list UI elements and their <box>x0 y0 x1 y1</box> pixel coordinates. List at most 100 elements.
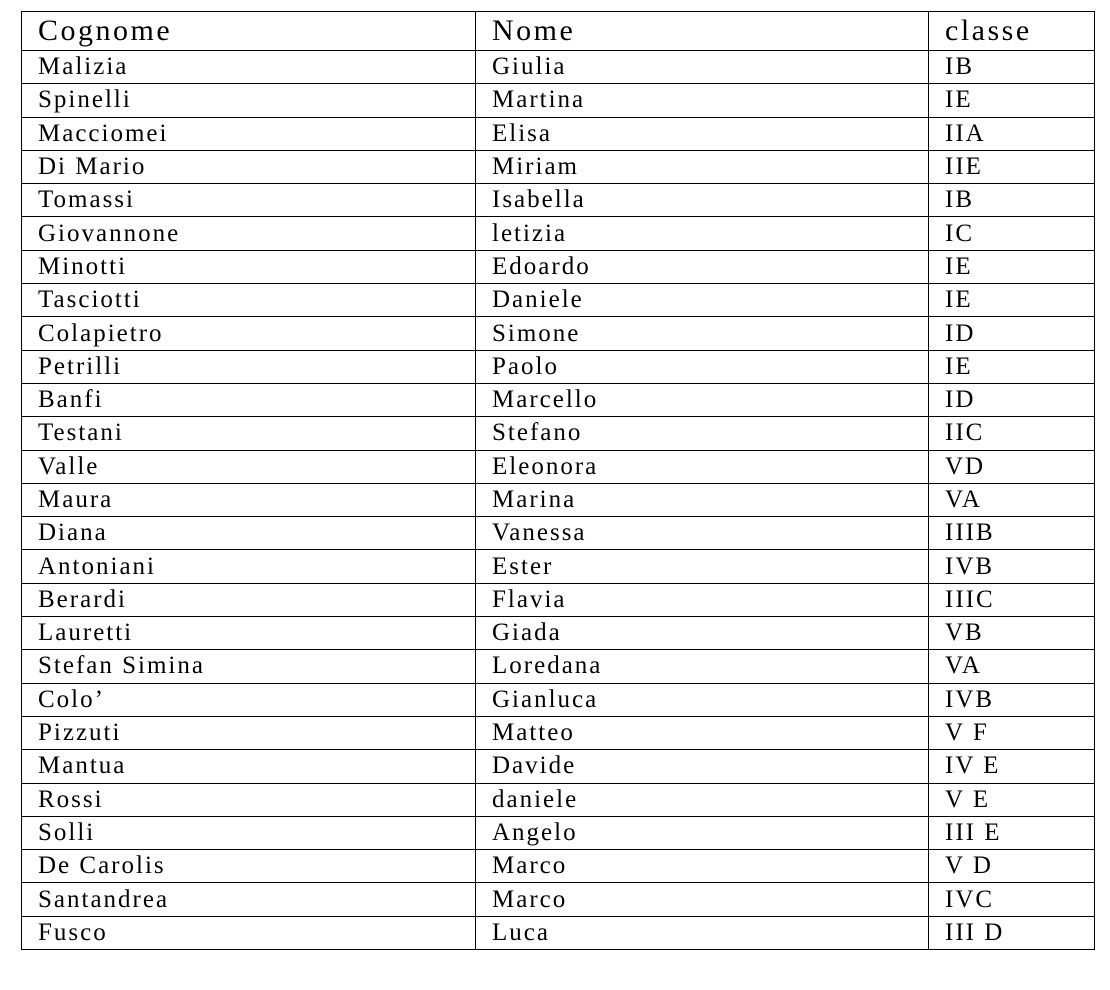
cell-cognome: Mantua <box>21 749 476 784</box>
cell-nome: letizia <box>475 216 929 251</box>
table-body: Malizia Giulia IB Spinelli Martina IE Macciome… <box>21 49 1095 951</box>
cell-classe: IIIB <box>928 516 1095 551</box>
cell-cognome: Banfi <box>21 382 476 418</box>
header-classe: classe <box>928 11 1095 51</box>
cell-nome: Isabella <box>475 183 929 218</box>
cell-classe: V F <box>928 715 1095 751</box>
cell-classe: VB <box>928 616 1095 651</box>
table-row: De Carolis Marco V D <box>21 849 1095 884</box>
cell-classe: III D <box>928 915 1095 951</box>
table-row: Testani Stefano IIC <box>21 416 1095 451</box>
cell-classe: IE <box>928 83 1095 118</box>
table-row: Tasciotti Daniele IE <box>21 283 1095 318</box>
cell-nome: Flavia <box>475 582 929 618</box>
cell-nome: Daniele <box>475 283 929 318</box>
cell-nome: Ester <box>475 549 929 584</box>
cell-classe: VA <box>928 482 1095 518</box>
cell-nome: Angelo <box>475 815 929 851</box>
students-table: Cognome Nome classe Malizia Giulia IB Spine… <box>21 11 1095 951</box>
table-row: Lauretti Giada VB <box>21 616 1095 651</box>
cell-nome: Marina <box>475 482 929 518</box>
cell-nome: Elisa <box>475 116 929 151</box>
cell-cognome: Diana <box>21 516 476 551</box>
cell-nome: Martina <box>475 83 929 118</box>
cell-cognome: Valle <box>21 449 476 484</box>
cell-cognome: Maura <box>21 482 476 518</box>
cell-classe: V E <box>928 782 1095 817</box>
cell-nome: Simone <box>475 316 929 351</box>
cell-classe: IVC <box>928 882 1095 917</box>
cell-classe: IIE <box>928 149 1095 185</box>
cell-nome: Davide <box>475 749 929 784</box>
table-row: Maura Marina VA <box>21 482 1095 518</box>
cell-cognome: Spinelli <box>21 83 476 118</box>
header-cognome: Cognome <box>21 11 476 51</box>
cell-classe: III E <box>928 815 1095 851</box>
cell-classe: IB <box>928 49 1095 85</box>
cell-classe: IVB <box>928 549 1095 584</box>
cell-nome: Miriam <box>475 149 929 185</box>
cell-classe: IE <box>928 249 1095 285</box>
cell-nome: Marco <box>475 849 929 884</box>
table-row: Antoniani Ester IVB <box>21 549 1095 584</box>
cell-cognome: Fusco <box>21 915 476 951</box>
cell-classe: IB <box>928 183 1095 218</box>
cell-cognome: Di Mario <box>21 149 476 185</box>
cell-nome: Giulia <box>475 49 929 85</box>
cell-nome: Gianluca <box>475 682 929 717</box>
cell-nome: Loredana <box>475 649 929 684</box>
table-row: Fusco Luca III D <box>21 915 1095 951</box>
cell-nome: Matteo <box>475 715 929 751</box>
cell-classe: IV E <box>928 749 1095 784</box>
table-row: Petrilli Paolo IE <box>21 349 1095 384</box>
table-row: Banfi Marcello ID <box>21 382 1095 418</box>
cell-cognome: Solli <box>21 815 476 851</box>
cell-cognome: Tasciotti <box>21 283 476 318</box>
cell-nome: Eleonora <box>475 449 929 484</box>
cell-classe: ID <box>928 382 1095 418</box>
table-row: Giovannone letizia IC <box>21 216 1095 251</box>
table-row: Minotti Edoardo IE <box>21 249 1095 285</box>
cell-classe: IE <box>928 349 1095 384</box>
cell-cognome: Petrilli <box>21 349 476 384</box>
cell-nome: Vanessa <box>475 516 929 551</box>
cell-cognome: Malizia <box>21 49 476 85</box>
cell-classe: VD <box>928 449 1095 484</box>
table-row: Solli Angelo III E <box>21 815 1095 851</box>
cell-cognome: Rossi <box>21 782 476 817</box>
cell-nome: Luca <box>475 915 929 951</box>
table-row: Colapietro Simone ID <box>21 316 1095 351</box>
cell-cognome: Lauretti <box>21 616 476 651</box>
header-nome: Nome <box>475 11 929 51</box>
cell-classe: IVB <box>928 682 1095 717</box>
cell-nome: Stefano <box>475 416 929 451</box>
table-row: Santandrea Marco IVC <box>21 882 1095 917</box>
cell-cognome: Berardi <box>21 582 476 618</box>
cell-nome: Marco <box>475 882 929 917</box>
table-row: Pizzuti Matteo V F <box>21 715 1095 751</box>
header-row: Cognome Nome classe <box>21 11 1095 51</box>
cell-classe: ID <box>928 316 1095 351</box>
cell-cognome: Tomassi <box>21 183 476 218</box>
cell-classe: IIC <box>928 416 1095 451</box>
table-row: Di Mario Miriam IIE <box>21 149 1095 185</box>
cell-classe: IC <box>928 216 1095 251</box>
cell-cognome: Colapietro <box>21 316 476 351</box>
table-row: Macciomei Elisa IIA <box>21 116 1095 151</box>
cell-cognome: De Carolis <box>21 849 476 884</box>
cell-cognome: Colo’ <box>21 682 476 717</box>
cell-classe: IIA <box>928 116 1095 151</box>
cell-cognome: Macciomei <box>21 116 476 151</box>
table-row: Spinelli Martina IE <box>21 83 1095 118</box>
cell-classe: VA <box>928 649 1095 684</box>
table-row: Diana Vanessa IIIB <box>21 516 1095 551</box>
table-row: Rossi daniele V E <box>21 782 1095 817</box>
cell-cognome: Stefan Simina <box>21 649 476 684</box>
cell-cognome: Giovannone <box>21 216 476 251</box>
cell-cognome: Minotti <box>21 249 476 285</box>
cell-classe: IE <box>928 283 1095 318</box>
cell-nome: daniele <box>475 782 929 817</box>
cell-classe: IIIC <box>928 582 1095 618</box>
table-row: Tomassi Isabella IB <box>21 183 1095 218</box>
cell-nome: Giada <box>475 616 929 651</box>
